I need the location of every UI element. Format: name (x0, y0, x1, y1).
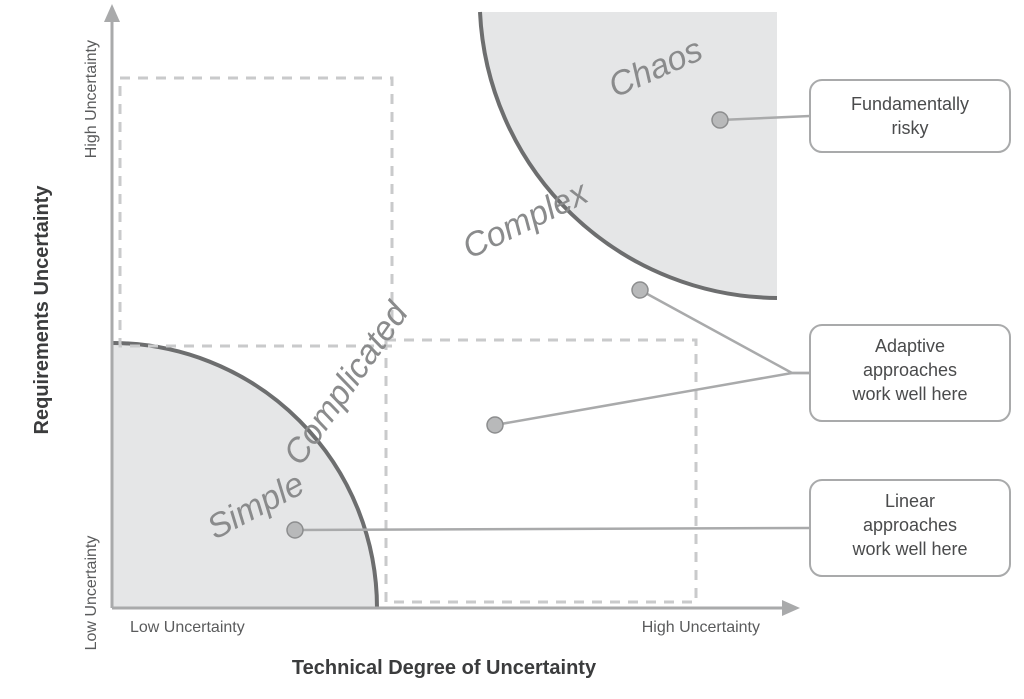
callout-adaptive-line3: work well here (851, 384, 967, 404)
callout-linear: Linear approaches work well here (287, 480, 1010, 576)
callout-linear-line1: Linear (885, 491, 935, 511)
x-high-label: High Uncertainty (642, 619, 760, 636)
callout-risky-line1: Fundamentally (851, 94, 969, 114)
callout-linear-line2: approaches (863, 515, 957, 535)
label-complex: Complex (457, 173, 595, 266)
callout-linear-line3: work well here (851, 539, 967, 559)
callout-adaptive: Adaptive approaches work well here (487, 282, 1010, 433)
uncertainty-model-diagram: Simple Complicated Complex Chaos Fundame… (0, 0, 1024, 699)
callout-adaptive-line1: Adaptive (875, 336, 945, 356)
label-complicated: Complicated (276, 295, 416, 472)
region-chaos (480, 12, 777, 298)
callout-adaptive-line2: approaches (863, 360, 957, 380)
x-low-label: Low Uncertainty (130, 619, 245, 636)
dashed-box-upper-left (120, 78, 392, 346)
y-high-label: High Uncertainty (83, 40, 100, 158)
x-axis-title: Technical Degree of Uncertainty (292, 657, 597, 679)
y-axis-title: Requirements Uncertainty (31, 185, 53, 435)
callout-risky-line2: risky (892, 118, 929, 138)
y-low-label: Low Uncertainty (83, 536, 100, 651)
dashed-box-lower-right (386, 340, 696, 602)
